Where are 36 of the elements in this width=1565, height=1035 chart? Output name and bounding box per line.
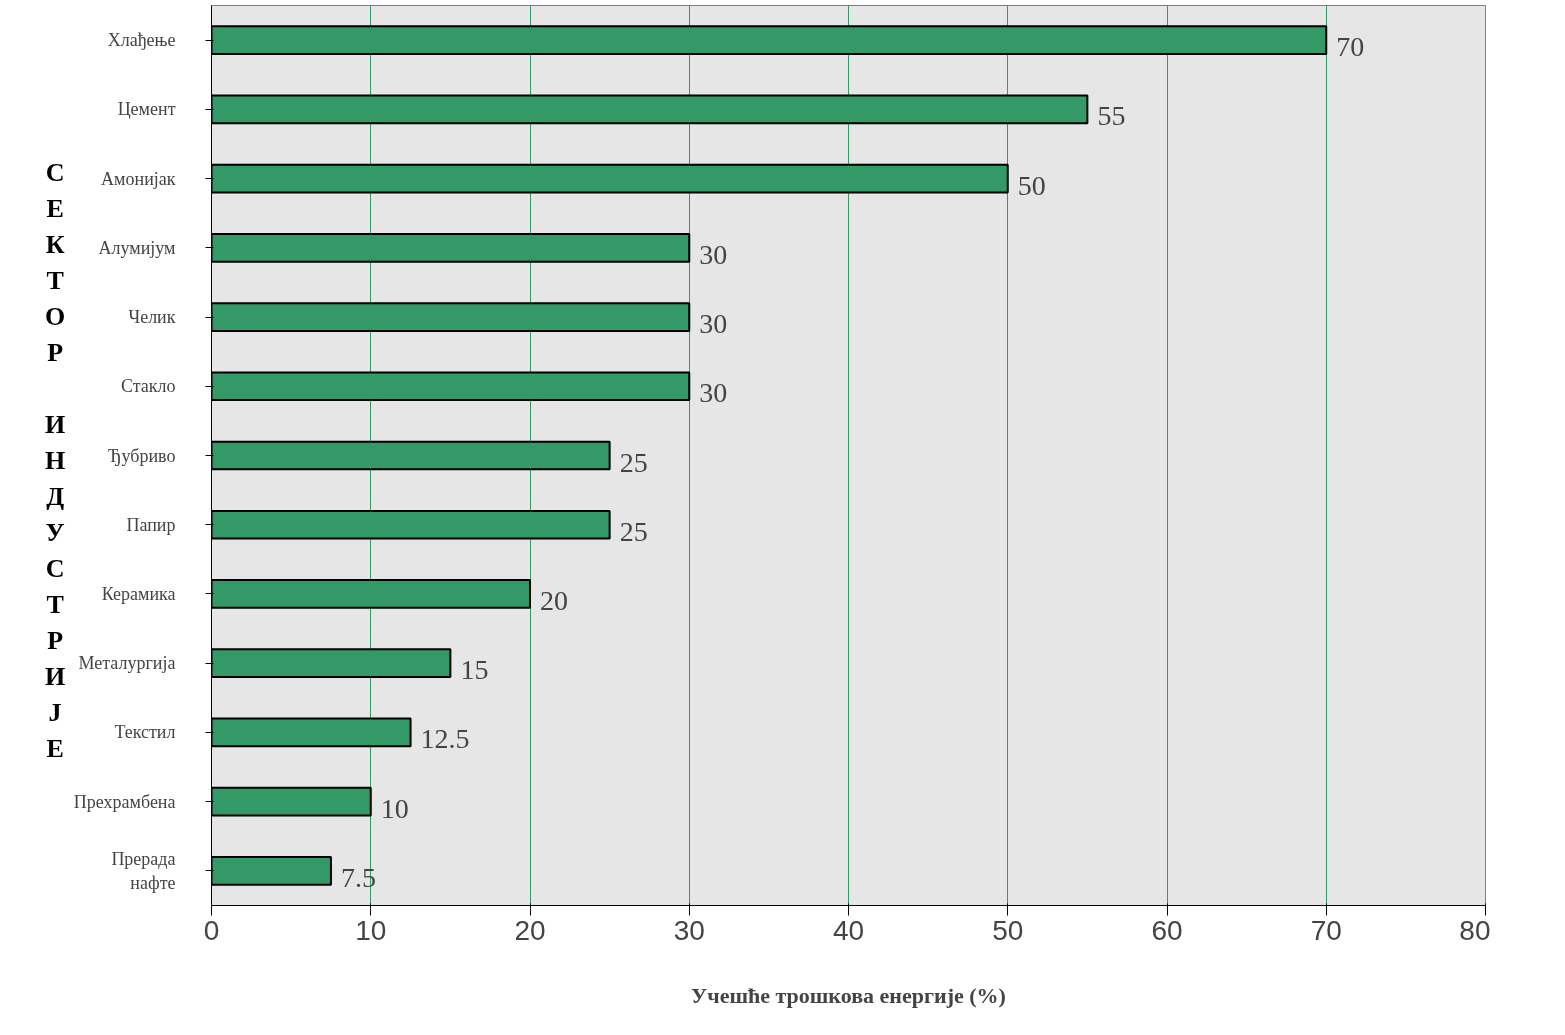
text: СЕКТОР ИНДУСТРИЈЕ <box>45 158 66 763</box>
data-label: 25 <box>619 446 648 478</box>
data-label: 55 <box>1097 100 1126 132</box>
x-axis-title: Учешће трошкова енергије (%) <box>691 982 1006 1008</box>
data-label: 12.5 <box>420 723 470 755</box>
y-tick-label: Цемент <box>117 99 176 120</box>
y-tick-label: Керамика <box>101 583 176 604</box>
data-label: 25 <box>619 515 648 547</box>
data-label: 30 <box>699 308 728 340</box>
y-tick-label: Хлађење <box>107 30 176 51</box>
x-tick-label: 0 <box>203 914 220 946</box>
x-tick-label: 80 <box>1459 914 1491 946</box>
y-tick-label: Прерада нафте <box>111 848 176 893</box>
data-label: 10 <box>380 792 409 824</box>
data-label: 20 <box>540 584 568 616</box>
x-tick-label: 30 <box>673 914 705 946</box>
y-tick-label: Текстил <box>114 722 176 743</box>
data-label: 30 <box>699 377 728 409</box>
y-tick-label: Прехрамбена <box>73 791 176 812</box>
x-tick-label: 10 <box>355 914 387 946</box>
data-label: 15 <box>460 654 489 686</box>
data-label: 30 <box>699 238 728 270</box>
y-tick-label: Стакло <box>120 376 176 397</box>
x-tick-label: 70 <box>1310 914 1342 946</box>
data-label: 50 <box>1017 169 1046 201</box>
y-tick-label: Челик <box>128 307 176 328</box>
y-tick-label: Металургија <box>78 653 176 674</box>
x-tick-label: 20 <box>514 914 546 946</box>
x-tick-label: 50 <box>992 914 1024 946</box>
x-tick-label: 40 <box>832 914 865 946</box>
y-tick-label: Папир <box>126 514 176 535</box>
y-tick-label: Ђубриво <box>108 445 176 466</box>
y-tick-label: Алумијум <box>98 237 176 258</box>
x-tick-label: 60 <box>1151 914 1183 946</box>
y-tick-label: Амонијак <box>101 168 176 189</box>
data-label: 70 <box>1336 31 1365 63</box>
